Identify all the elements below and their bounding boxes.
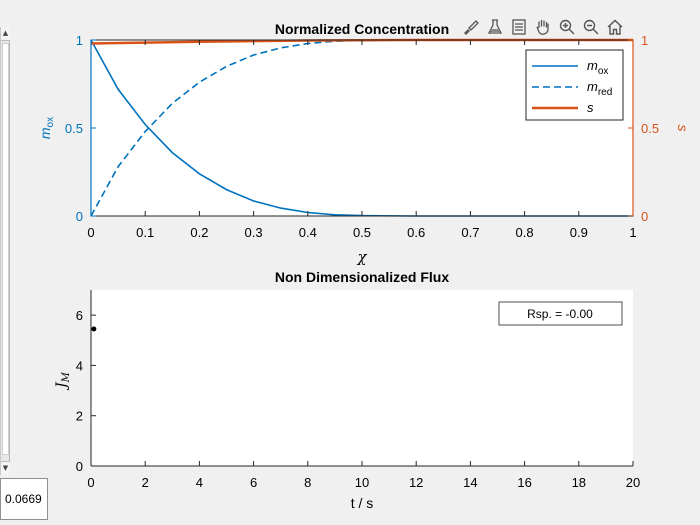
zoom-in-icon[interactable] (556, 16, 578, 38)
concentration-xtick-label: 0 (87, 225, 94, 240)
zoom-out-icon[interactable] (580, 16, 602, 38)
flux-ytick-label: 2 (76, 409, 83, 424)
flux-annotation-box: Rsp. = -0.00 (498, 301, 623, 326)
legend-box (525, 49, 624, 121)
flux-point (91, 326, 97, 332)
slider-value-field[interactable]: 0.0669 (0, 478, 48, 520)
flux-xtick-label: 4 (196, 475, 203, 490)
flux-xtick-label: 12 (409, 475, 423, 490)
concentration-xtick-label: 0.8 (516, 225, 534, 240)
brush-icon[interactable] (460, 16, 482, 38)
flux-xtick-label: 0 (87, 475, 94, 490)
flux-xtick-label: 16 (517, 475, 531, 490)
scroll-up-icon[interactable]: ▲ (1, 27, 10, 41)
slider-scrollbar[interactable]: ▲ ▼ (0, 27, 10, 475)
concentration-chart: Normalized Concentration 0 0.1 0.2 0.3 0.4 0.… (37, 21, 691, 266)
scroll-down-icon[interactable]: ▼ (1, 461, 10, 475)
concentration-ylabel-right: s (675, 125, 691, 132)
legend-icon[interactable] (508, 16, 530, 38)
concentration-title: Normalized Concentration (275, 21, 449, 37)
concentration-xtick-label: 0.9 (570, 225, 588, 240)
axes-toolbar (460, 16, 626, 38)
legend-label-0: mox (587, 58, 608, 77)
concentration-ytick-right-label: 0 (641, 209, 648, 224)
concentration-ytick-right-label: 1 (641, 33, 648, 48)
flux-xtick-label: 2 (142, 475, 149, 490)
concentration-xtick-label: 1 (629, 225, 636, 240)
concentration-xtick-label: 0.4 (299, 225, 317, 240)
home-icon[interactable] (604, 16, 626, 38)
flux-xtick-label: 20 (626, 475, 640, 490)
legend-label-1: mred (587, 79, 612, 98)
concentration-xtick-label: 0.3 (245, 225, 263, 240)
concentration-ylabel-left: mox (37, 117, 56, 139)
flux-ylabel: JM (54, 371, 72, 391)
concentration-xtick-label: 0.1 (136, 225, 154, 240)
flux-chart: Non Dimensionalized Flux 0 2 4 6 8 10 12 14 16 18… (54, 269, 640, 511)
legend-label-2: s (587, 100, 594, 115)
slider-thumb[interactable] (2, 43, 9, 455)
pan-icon[interactable] (532, 16, 554, 38)
concentration-ytick-left-label: 0.5 (65, 121, 83, 136)
flux-ytick-label: 4 (76, 358, 83, 373)
concentration-xtick-label: 0.5 (353, 225, 371, 240)
flux-xtick-label: 18 (572, 475, 586, 490)
flux-xtick-label: 14 (463, 475, 477, 490)
flux-xtick-label: 10 (355, 475, 369, 490)
flux-xtick-label: 8 (304, 475, 311, 490)
flux-title: Non Dimensionalized Flux (275, 269, 449, 285)
concentration-series-1 (90, 39, 633, 217)
concentration-ytick-right-label: 0.5 (641, 121, 659, 136)
slider-value-text: 0.0669 (5, 492, 42, 506)
concentration-ytick-left-label: 0 (76, 209, 83, 224)
concentration-xtick-label: 0.6 (407, 225, 425, 240)
flux-ytick-label: 0 (76, 459, 83, 474)
concentration-xtick-label: 0.2 (190, 225, 208, 240)
data-tip-icon[interactable] (484, 16, 506, 38)
concentration-legend[interactable]: mox mred s (525, 49, 624, 121)
flux-xtick-label: 6 (250, 475, 257, 490)
concentration-xlabel: χ (356, 248, 367, 266)
flux-ytick-label: 6 (76, 308, 83, 323)
flux-xlabel: t / s (351, 495, 374, 511)
concentration-ytick-left-label: 1 (76, 33, 83, 48)
flux-annotation-text: Rsp. = -0.00 (527, 307, 593, 321)
concentration-xtick-label: 0.7 (461, 225, 479, 240)
